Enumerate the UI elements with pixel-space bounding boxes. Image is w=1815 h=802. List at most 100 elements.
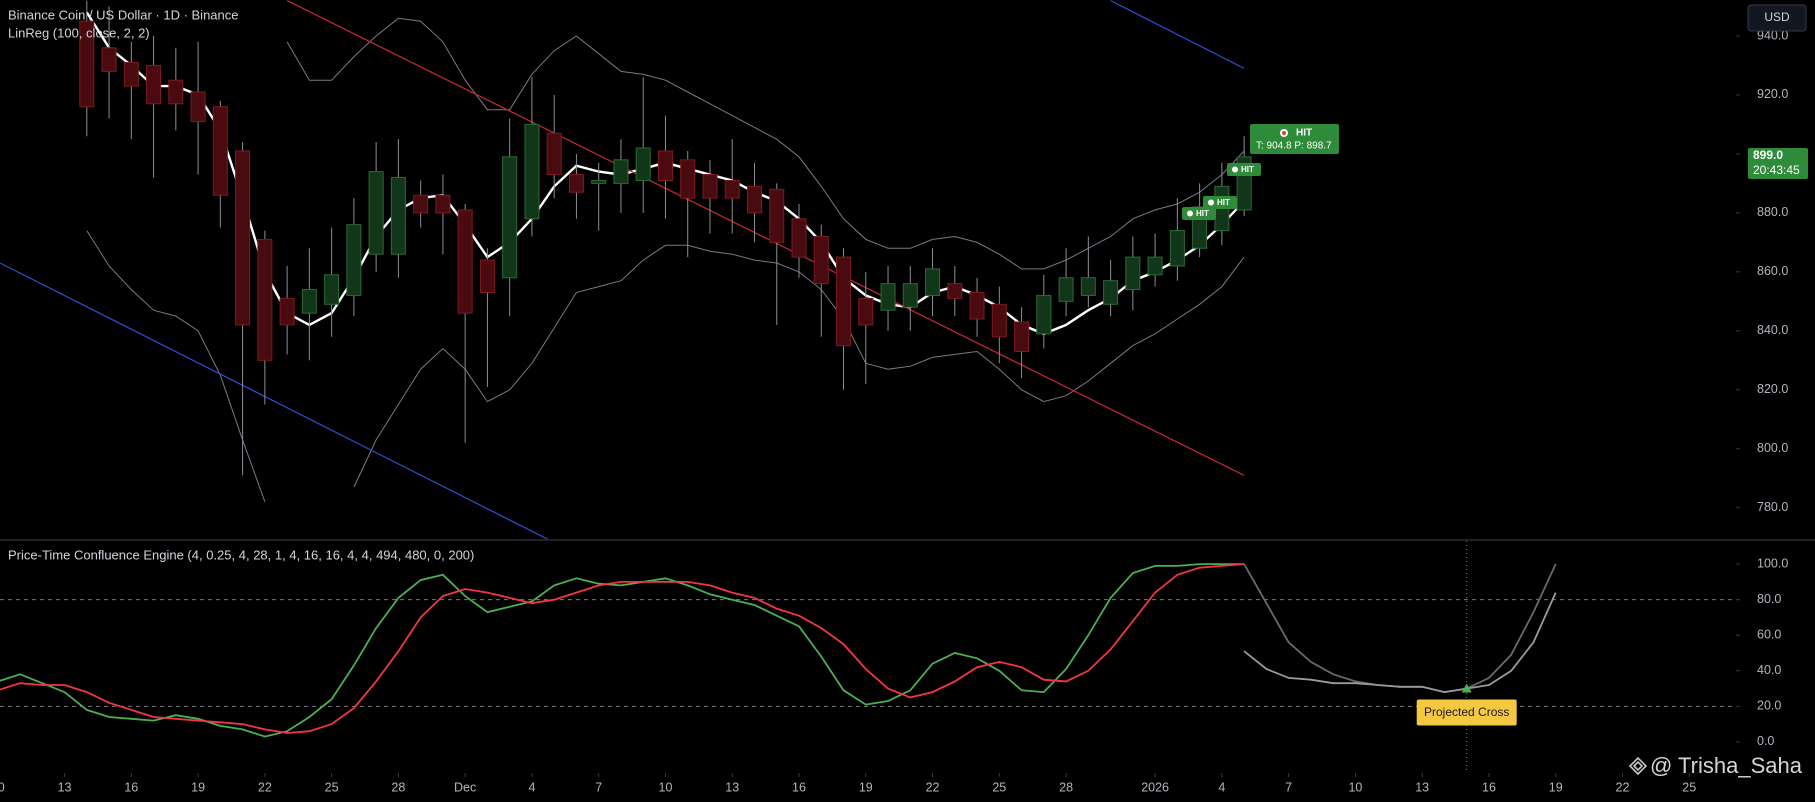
x-tick-label: 16 bbox=[1482, 780, 1496, 794]
candle-body bbox=[279, 297, 295, 326]
candle-body bbox=[1169, 230, 1185, 267]
price-label: 899.0 bbox=[1753, 148, 1783, 162]
overlay-line bbox=[286, 0, 1245, 476]
candle-body bbox=[546, 132, 562, 176]
y-tick-label: 800.0 bbox=[1757, 441, 1788, 455]
candle-body bbox=[479, 259, 495, 293]
candle-body bbox=[212, 106, 228, 196]
currency-label[interactable]: USD bbox=[1764, 10, 1790, 24]
y-tick-label: 940.0 bbox=[1757, 28, 1788, 42]
candle-body bbox=[1125, 256, 1141, 291]
candle-body bbox=[1103, 280, 1119, 305]
candle-body bbox=[190, 91, 206, 122]
candle-body bbox=[1147, 256, 1163, 276]
x-tick-label: 7 bbox=[595, 780, 602, 794]
candle-body bbox=[413, 194, 429, 214]
candle-body bbox=[702, 174, 718, 199]
x-tick-label: 16 bbox=[792, 780, 806, 794]
candle-body bbox=[635, 147, 651, 181]
y-tick-label: 60.0 bbox=[1757, 628, 1781, 642]
y-tick-label: 20.0 bbox=[1757, 699, 1781, 713]
candle-body bbox=[346, 224, 362, 296]
candle-body bbox=[746, 185, 762, 214]
x-tick-label: 25 bbox=[1682, 780, 1696, 794]
x-tick-label: 25 bbox=[992, 780, 1006, 794]
candle-body bbox=[613, 159, 629, 184]
price-label-box bbox=[1748, 148, 1808, 179]
signal-badge bbox=[1203, 196, 1237, 209]
x-tick-label: 13 bbox=[725, 780, 739, 794]
x-tick-label: 4 bbox=[528, 780, 535, 794]
oscillator-pane bbox=[0, 541, 1736, 773]
candle-body bbox=[146, 64, 162, 105]
x-tick-label: 13 bbox=[58, 780, 72, 794]
candle-body bbox=[301, 289, 317, 314]
candle-body bbox=[524, 123, 540, 220]
x-tick-label: 2026 bbox=[1141, 780, 1169, 794]
overlay-line bbox=[286, 17, 1245, 270]
candle-body bbox=[591, 179, 607, 184]
candle-body bbox=[368, 171, 384, 255]
signal-icon bbox=[1208, 199, 1214, 206]
indicator-label: LinReg (100, close, 2, 2) bbox=[8, 25, 150, 40]
signal-icon bbox=[1282, 131, 1286, 135]
countdown: 20:43:45 bbox=[1753, 163, 1800, 177]
candle-body bbox=[568, 174, 584, 193]
x-tick-label: 22 bbox=[258, 780, 272, 794]
x-tick-label: 10 bbox=[659, 780, 673, 794]
y-tick-label: 780.0 bbox=[1757, 500, 1788, 514]
candle-body bbox=[79, 20, 95, 108]
signal-box-detail: T: 904.8 P: 898.7 bbox=[1256, 141, 1332, 152]
candle-body bbox=[1014, 321, 1030, 352]
signal-box-label: HIT bbox=[1296, 128, 1312, 139]
overlay-layer: 940.0920.0900.0880.0860.0840.0820.0800.0… bbox=[0, 28, 1788, 794]
currency-button[interactable] bbox=[1747, 4, 1807, 32]
candle-body bbox=[324, 274, 340, 305]
candle-body bbox=[925, 268, 941, 296]
candle-body bbox=[390, 177, 406, 255]
overlay-line bbox=[0, 262, 549, 539]
signal-icon bbox=[1187, 210, 1193, 217]
candle-body bbox=[791, 218, 807, 258]
candle-body bbox=[836, 256, 852, 347]
candle-body bbox=[1080, 277, 1096, 296]
overlay-line bbox=[1110, 0, 1245, 69]
candle-body bbox=[168, 79, 184, 105]
series-line bbox=[0, 563, 1245, 734]
candle-body bbox=[947, 283, 963, 299]
series-line bbox=[1243, 592, 1557, 694]
candle-body bbox=[101, 47, 117, 72]
x-tick-label: 4 bbox=[1218, 780, 1225, 794]
candle-body bbox=[991, 303, 1007, 338]
watermark: @ Trisha_Saha bbox=[1650, 753, 1803, 778]
candle-body bbox=[502, 156, 518, 279]
x-tick-label: 19 bbox=[859, 780, 873, 794]
candle-body bbox=[257, 238, 273, 361]
x-tick-label: Dec bbox=[454, 780, 476, 794]
signal-badge-label: HIT bbox=[1196, 209, 1209, 218]
candle-body bbox=[969, 291, 985, 320]
x-tick-label: 22 bbox=[926, 780, 940, 794]
watermark-icon bbox=[1628, 756, 1648, 776]
projected-cross-marker bbox=[1461, 683, 1472, 693]
signal-badge-label: HIT bbox=[1217, 198, 1230, 207]
x-tick-label: 10 bbox=[0, 780, 5, 794]
x-tick-label: 10 bbox=[1348, 780, 1362, 794]
x-tick-label: 22 bbox=[1616, 780, 1630, 794]
candle-body bbox=[457, 209, 473, 314]
price-pane bbox=[0, 0, 1252, 539]
candle-body bbox=[235, 150, 251, 326]
candle-body bbox=[657, 150, 673, 181]
x-tick-label: 28 bbox=[1059, 780, 1073, 794]
projected-cross-label: Projected Cross bbox=[1424, 705, 1509, 719]
x-tick-label: 19 bbox=[1549, 780, 1563, 794]
y-tick-label: 860.0 bbox=[1757, 264, 1788, 278]
projected-cross-box bbox=[1416, 699, 1517, 726]
y-tick-label: 920.0 bbox=[1757, 87, 1788, 101]
candle-body bbox=[123, 62, 139, 87]
candle-body bbox=[1036, 294, 1052, 335]
y-tick-label: 40.0 bbox=[1757, 663, 1781, 677]
